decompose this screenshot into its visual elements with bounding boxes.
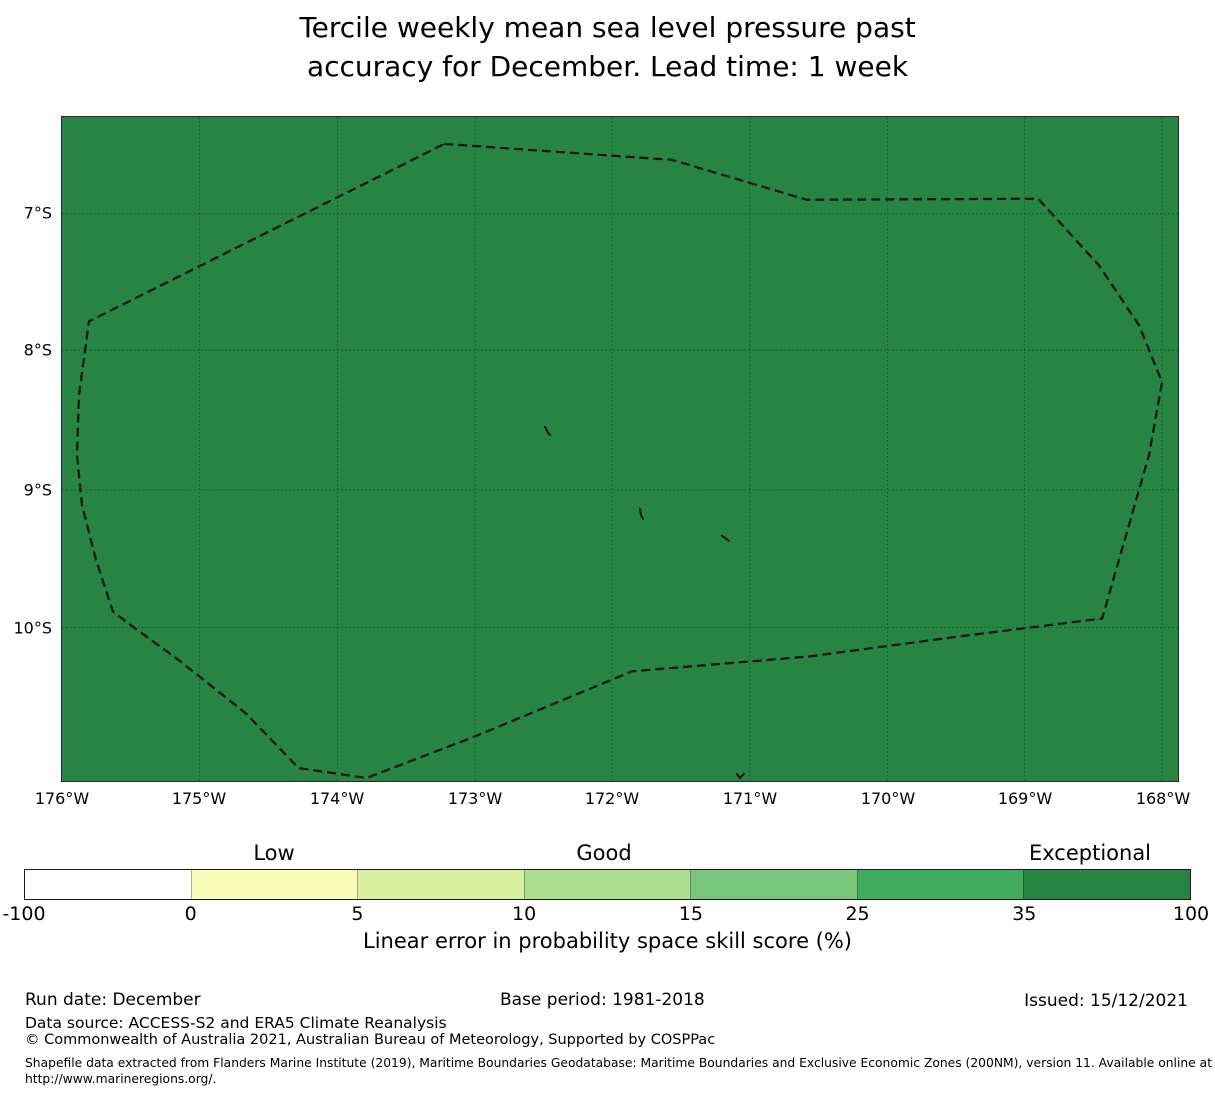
x-tick-label: 174°W [309,789,365,808]
x-tick-label: 173°W [447,789,503,808]
colorbar-segment [690,870,857,899]
colorbar-tick-label: 100 [1172,903,1210,925]
footer-base-period: Base period: 1981-2018 [500,990,705,1010]
colorbar-category-label: Exceptional [1028,841,1152,865]
island-outline [720,534,730,542]
colorbar-tick-label: 35 [1012,903,1037,925]
colorbar [24,869,1191,900]
colorbar-segment [357,870,524,899]
footer-shapefile-attribution-line1: Shapefile data extracted from Flanders M… [25,1056,1213,1070]
colorbar-category-label: Good [576,841,632,865]
footer-shapefile-attribution-line2: http://www.marineregions.org/. [25,1072,217,1086]
chart-title: Tercile weekly mean sea level pressure p… [0,8,1215,86]
island-outline [544,426,552,437]
x-tick-label: 169°W [997,789,1053,808]
colorbar-tick-label: 0 [184,903,197,925]
x-tick-label: 172°W [584,789,640,808]
footer-issued: Issued: 15/12/2021 [1024,991,1188,1011]
y-tick-label: 10°S [13,618,52,638]
x-tick-label: 176°W [34,789,90,808]
footer-run-date: Run date: December [25,990,201,1010]
colorbar-tick-label: 25 [845,903,870,925]
y-tick-label: 8°S [23,340,52,360]
footer-copyright: © Commonwealth of Australia 2021, Austra… [25,1032,716,1048]
footer-data-source: Data source: ACCESS-S2 and ERA5 Climate … [25,1014,447,1032]
x-tick-label: 168°W [1135,789,1191,808]
island-outline [735,773,745,780]
colorbar-segment [190,870,358,899]
colorbar-tick-label: 10 [512,903,537,925]
x-tick-label: 170°W [860,789,916,808]
y-tick-label: 9°S [23,480,52,500]
colorbar-segment [856,870,1024,899]
x-tick-label: 171°W [722,789,778,808]
map-svg [62,117,1178,781]
island-outline [638,507,644,520]
colorbar-segment [1023,870,1191,899]
colorbar-segment [25,870,191,899]
eez-boundary-outline [75,142,1164,780]
colorbar-tick-label: 15 [678,903,703,925]
chart-title-line2: accuracy for December. Lead time: 1 week [306,50,909,83]
x-tick-label: 175°W [171,789,227,808]
map-area [61,116,1179,782]
colorbar-tick-label: 5 [351,903,364,925]
colorbar-label: Linear error in probability space skill … [363,929,852,953]
chart-title-line1: Tercile weekly mean sea level pressure p… [299,11,916,44]
colorbar-category-label: Low [253,841,295,865]
colorbar-segment [523,870,691,899]
y-tick-label: 7°S [23,203,52,223]
colorbar-tick-label: -100 [2,903,46,925]
